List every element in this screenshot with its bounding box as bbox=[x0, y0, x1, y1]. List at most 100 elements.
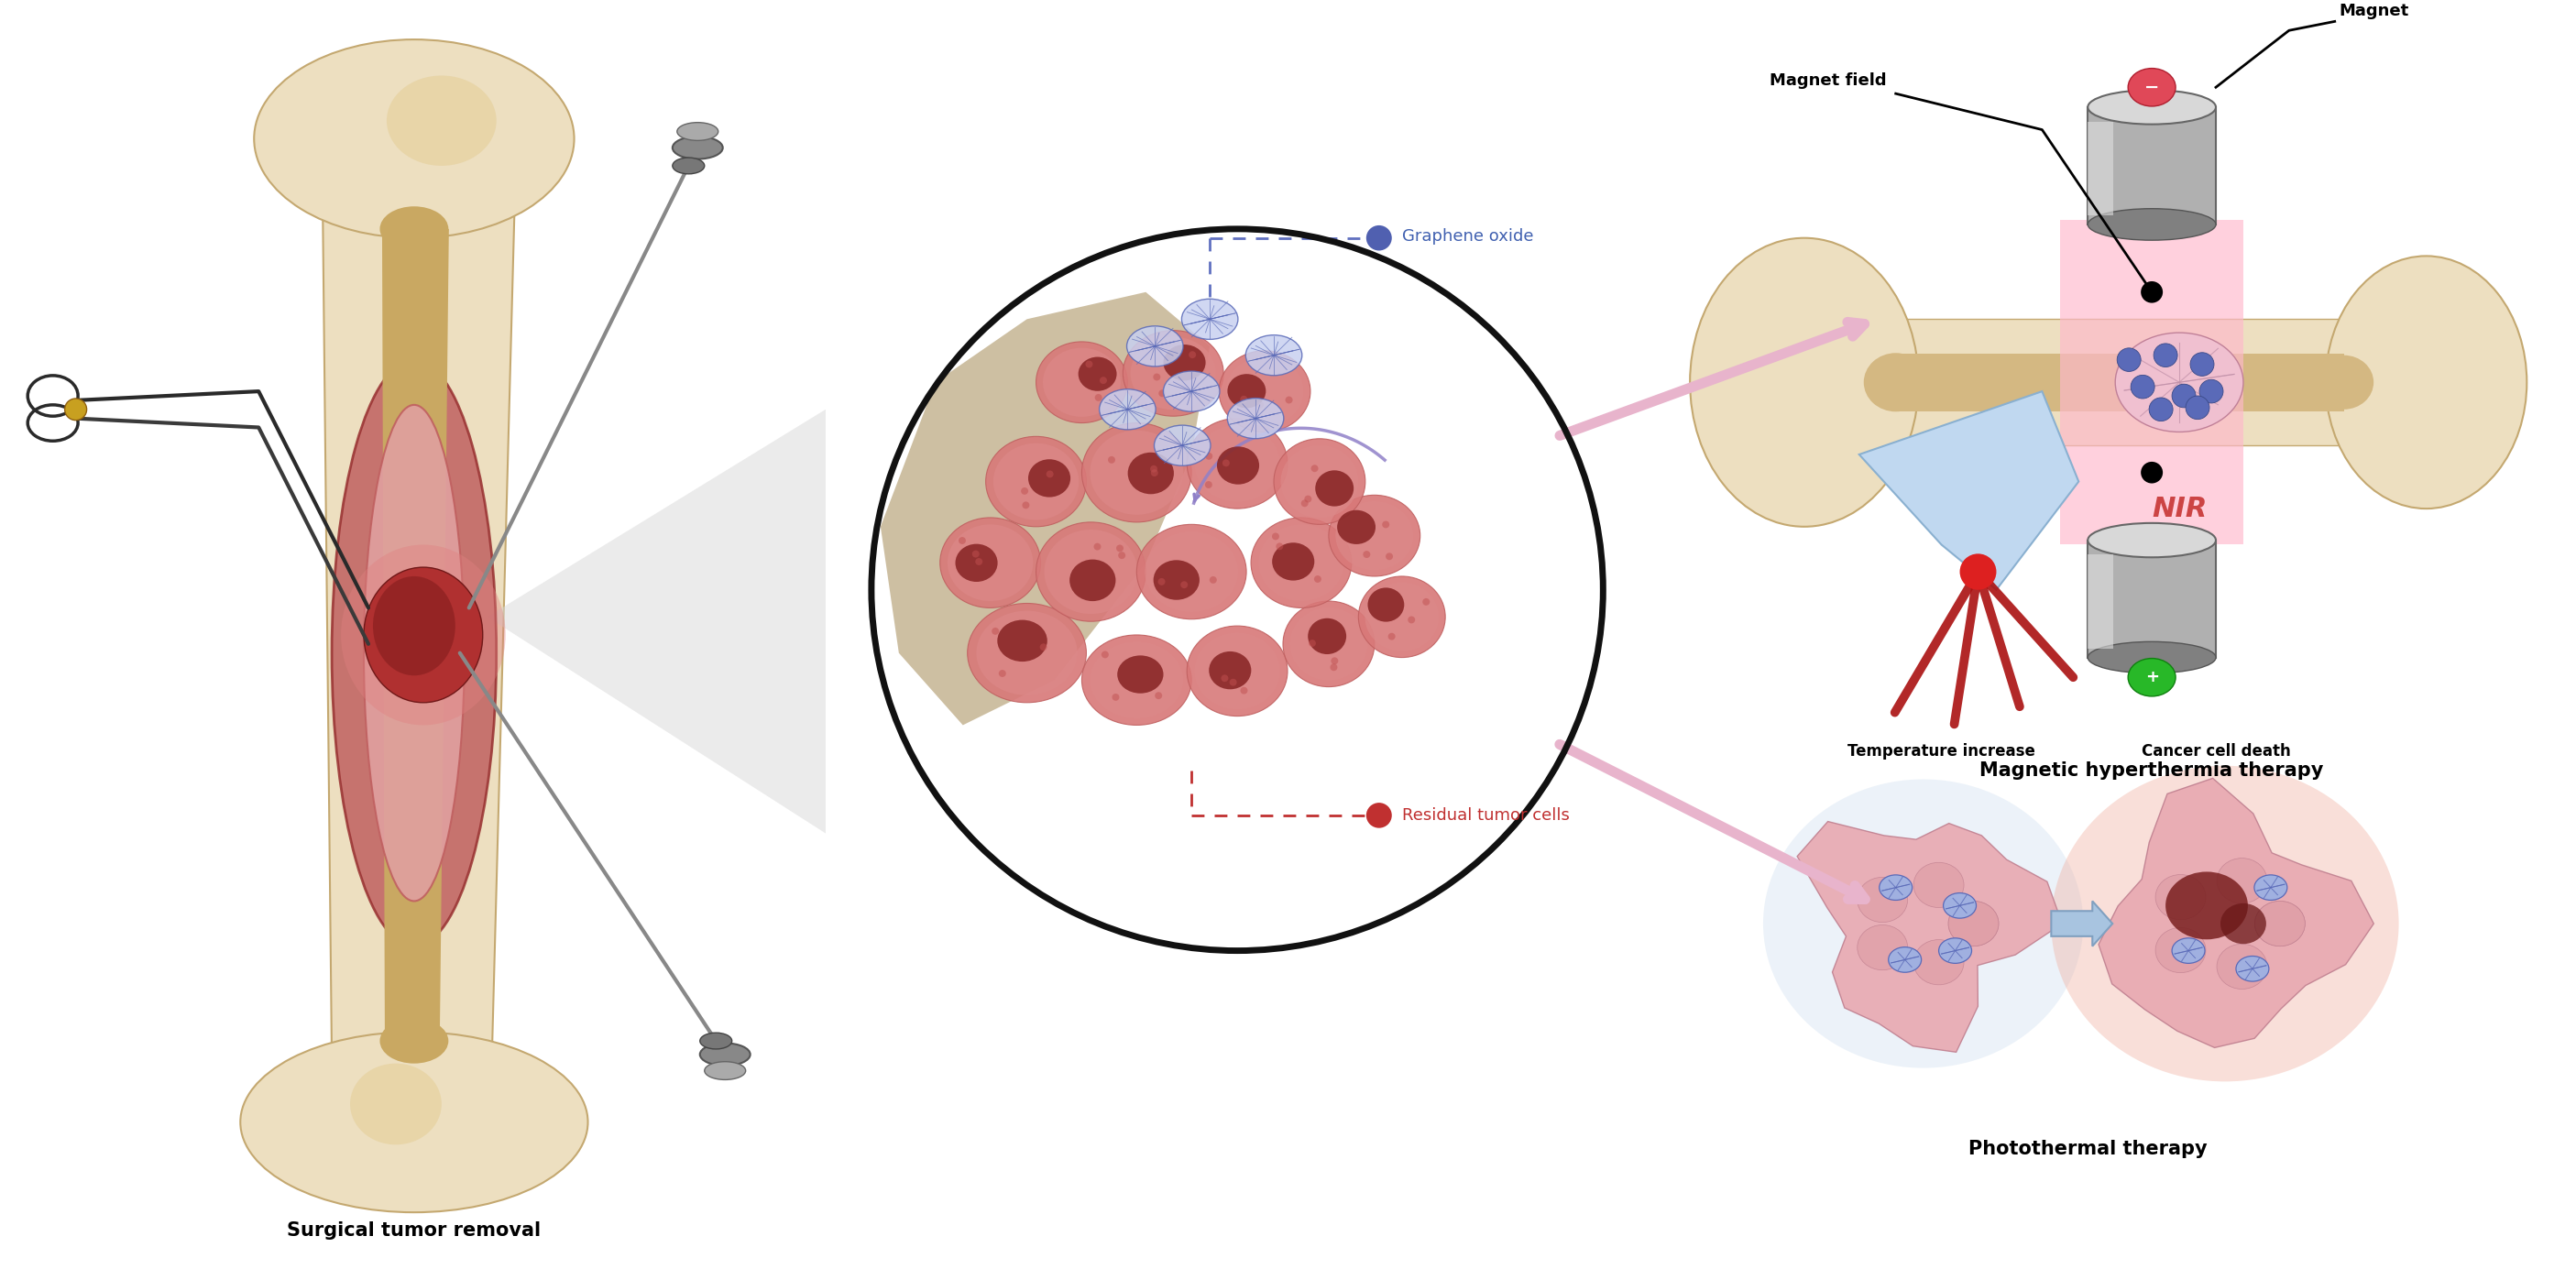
Ellipse shape bbox=[1144, 532, 1239, 612]
Circle shape bbox=[1100, 377, 1108, 385]
Ellipse shape bbox=[1100, 390, 1157, 430]
Ellipse shape bbox=[2115, 332, 2244, 431]
Circle shape bbox=[1960, 553, 1996, 590]
Polygon shape bbox=[322, 202, 515, 1058]
Circle shape bbox=[1239, 687, 1247, 694]
Ellipse shape bbox=[1880, 874, 1911, 900]
Ellipse shape bbox=[956, 544, 997, 581]
Ellipse shape bbox=[2050, 765, 2398, 1081]
Ellipse shape bbox=[1862, 353, 1927, 411]
Ellipse shape bbox=[1082, 634, 1193, 725]
Circle shape bbox=[1329, 664, 1337, 671]
Ellipse shape bbox=[1188, 626, 1288, 716]
Ellipse shape bbox=[1043, 348, 1121, 416]
Ellipse shape bbox=[1036, 341, 1128, 423]
Ellipse shape bbox=[1226, 398, 1283, 439]
Circle shape bbox=[1188, 352, 1195, 358]
Ellipse shape bbox=[1368, 588, 1404, 622]
Ellipse shape bbox=[1128, 453, 1175, 494]
Circle shape bbox=[1309, 640, 1316, 647]
Polygon shape bbox=[487, 410, 827, 834]
Circle shape bbox=[971, 551, 979, 557]
Circle shape bbox=[1084, 360, 1092, 368]
Ellipse shape bbox=[1914, 939, 1963, 985]
Ellipse shape bbox=[2313, 355, 2372, 410]
Circle shape bbox=[1285, 396, 1293, 404]
Circle shape bbox=[2184, 396, 2210, 419]
Ellipse shape bbox=[1888, 947, 1922, 972]
Polygon shape bbox=[1860, 391, 2079, 590]
Ellipse shape bbox=[374, 576, 456, 675]
Ellipse shape bbox=[1028, 459, 1072, 497]
Ellipse shape bbox=[1195, 425, 1280, 501]
Ellipse shape bbox=[1942, 893, 1976, 919]
Ellipse shape bbox=[2172, 938, 2205, 963]
Text: Magnet field: Magnet field bbox=[1770, 72, 1886, 89]
Ellipse shape bbox=[1195, 633, 1280, 709]
Ellipse shape bbox=[1947, 901, 1999, 947]
Ellipse shape bbox=[1082, 423, 1193, 522]
Circle shape bbox=[2200, 379, 2223, 404]
Ellipse shape bbox=[672, 137, 724, 159]
Circle shape bbox=[1273, 533, 1280, 541]
Ellipse shape bbox=[1365, 582, 1440, 651]
Ellipse shape bbox=[1226, 374, 1265, 409]
Text: Temperature increase: Temperature increase bbox=[1847, 744, 2035, 760]
Ellipse shape bbox=[2254, 901, 2306, 947]
Ellipse shape bbox=[1164, 345, 1206, 381]
Text: Cancer cell death: Cancer cell death bbox=[2141, 744, 2290, 760]
Ellipse shape bbox=[940, 518, 1041, 608]
Circle shape bbox=[1409, 617, 1414, 623]
Ellipse shape bbox=[386, 76, 497, 166]
Circle shape bbox=[2190, 353, 2213, 376]
Circle shape bbox=[976, 558, 981, 565]
Circle shape bbox=[1365, 226, 1391, 250]
Circle shape bbox=[1332, 657, 1340, 665]
Ellipse shape bbox=[1280, 445, 1358, 518]
Circle shape bbox=[1311, 464, 1319, 472]
Ellipse shape bbox=[1154, 560, 1200, 600]
Ellipse shape bbox=[1316, 471, 1352, 506]
Circle shape bbox=[1115, 544, 1123, 552]
Ellipse shape bbox=[1188, 419, 1288, 509]
Ellipse shape bbox=[2128, 659, 2177, 697]
Circle shape bbox=[1314, 575, 1321, 582]
Ellipse shape bbox=[2254, 901, 2306, 947]
Ellipse shape bbox=[2166, 872, 2249, 939]
Circle shape bbox=[1041, 643, 1046, 651]
Ellipse shape bbox=[1273, 439, 1365, 524]
Ellipse shape bbox=[1036, 522, 1146, 622]
Ellipse shape bbox=[1283, 602, 1376, 687]
Text: +: + bbox=[2146, 669, 2159, 685]
Circle shape bbox=[1118, 552, 1126, 558]
Ellipse shape bbox=[2087, 523, 2215, 557]
Circle shape bbox=[2117, 348, 2141, 372]
Circle shape bbox=[958, 537, 966, 544]
FancyArrow shape bbox=[2050, 901, 2112, 947]
Circle shape bbox=[2141, 462, 2164, 483]
Circle shape bbox=[2141, 282, 2164, 303]
Ellipse shape bbox=[1136, 524, 1247, 619]
Ellipse shape bbox=[340, 544, 505, 725]
Ellipse shape bbox=[2156, 928, 2205, 973]
Ellipse shape bbox=[2087, 642, 2215, 674]
Ellipse shape bbox=[379, 1018, 448, 1063]
Ellipse shape bbox=[1260, 524, 1345, 602]
Ellipse shape bbox=[976, 610, 1077, 695]
Ellipse shape bbox=[1208, 651, 1252, 689]
Circle shape bbox=[1020, 487, 1028, 495]
FancyBboxPatch shape bbox=[2087, 122, 2112, 216]
Ellipse shape bbox=[1090, 430, 1182, 515]
Polygon shape bbox=[1798, 821, 2063, 1052]
Circle shape bbox=[2154, 344, 2177, 367]
Circle shape bbox=[1113, 694, 1121, 700]
Ellipse shape bbox=[1252, 518, 1352, 608]
Circle shape bbox=[992, 628, 999, 634]
Circle shape bbox=[1154, 373, 1159, 381]
Circle shape bbox=[1023, 501, 1030, 509]
Circle shape bbox=[1046, 471, 1054, 477]
Circle shape bbox=[1211, 576, 1216, 584]
Ellipse shape bbox=[255, 39, 574, 239]
Ellipse shape bbox=[363, 567, 482, 703]
Circle shape bbox=[1224, 459, 1229, 467]
